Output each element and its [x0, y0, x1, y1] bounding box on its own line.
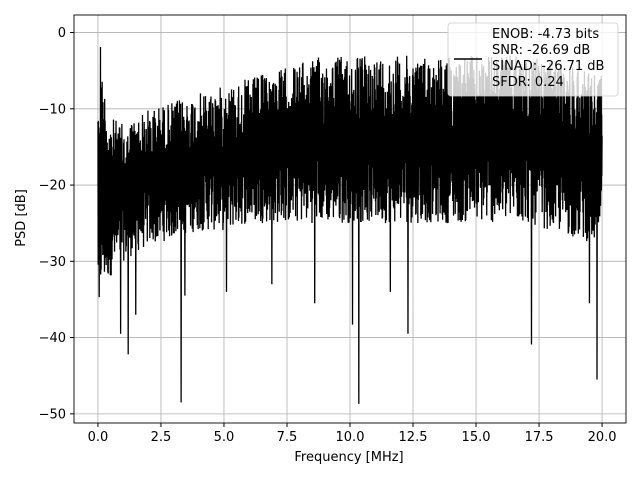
x-tick-label: 7.5: [277, 430, 298, 445]
legend-box: [447, 22, 619, 97]
y-tick-label: −40: [39, 331, 66, 346]
x-tick-label: 10.0: [336, 430, 365, 445]
y-tick-label: −50: [39, 407, 66, 422]
x-tick-label: 20.0: [588, 430, 617, 445]
y-axis-label: PSD [dB]: [14, 189, 29, 247]
y-tick-label: −30: [39, 255, 66, 270]
legend: ENOB: -4.73 bits SNR: -26.69 dB SINAD: -…: [447, 22, 619, 97]
x-axis-ticks: 0.0 2.5 5.0 7.5 10.0 12.5 15.0 17.5 20.0: [88, 423, 617, 445]
x-tick-label: 17.5: [525, 430, 554, 445]
legend-sfdr: SFDR: 0.24: [492, 75, 564, 90]
x-tick-label: 0.0: [88, 430, 109, 445]
x-tick-label: 15.0: [462, 430, 491, 445]
legend-snr: SNR: -26.69 dB: [492, 43, 590, 58]
y-tick-label: −20: [39, 179, 66, 194]
x-tick-label: 12.5: [399, 430, 428, 445]
x-tick-label: 5.0: [214, 430, 235, 445]
legend-sinad: SINAD: -26.71 dB: [492, 59, 604, 74]
y-axis-ticks: 0 −10 −20 −30 −40 −50: [39, 26, 74, 422]
y-tick-label: 0: [58, 26, 66, 41]
x-tick-label: 2.5: [151, 430, 172, 445]
y-tick-label: −10: [39, 102, 66, 117]
legend-enob: ENOB: -4.73 bits: [492, 27, 599, 42]
x-axis-label: Frequency [MHz]: [294, 450, 403, 465]
